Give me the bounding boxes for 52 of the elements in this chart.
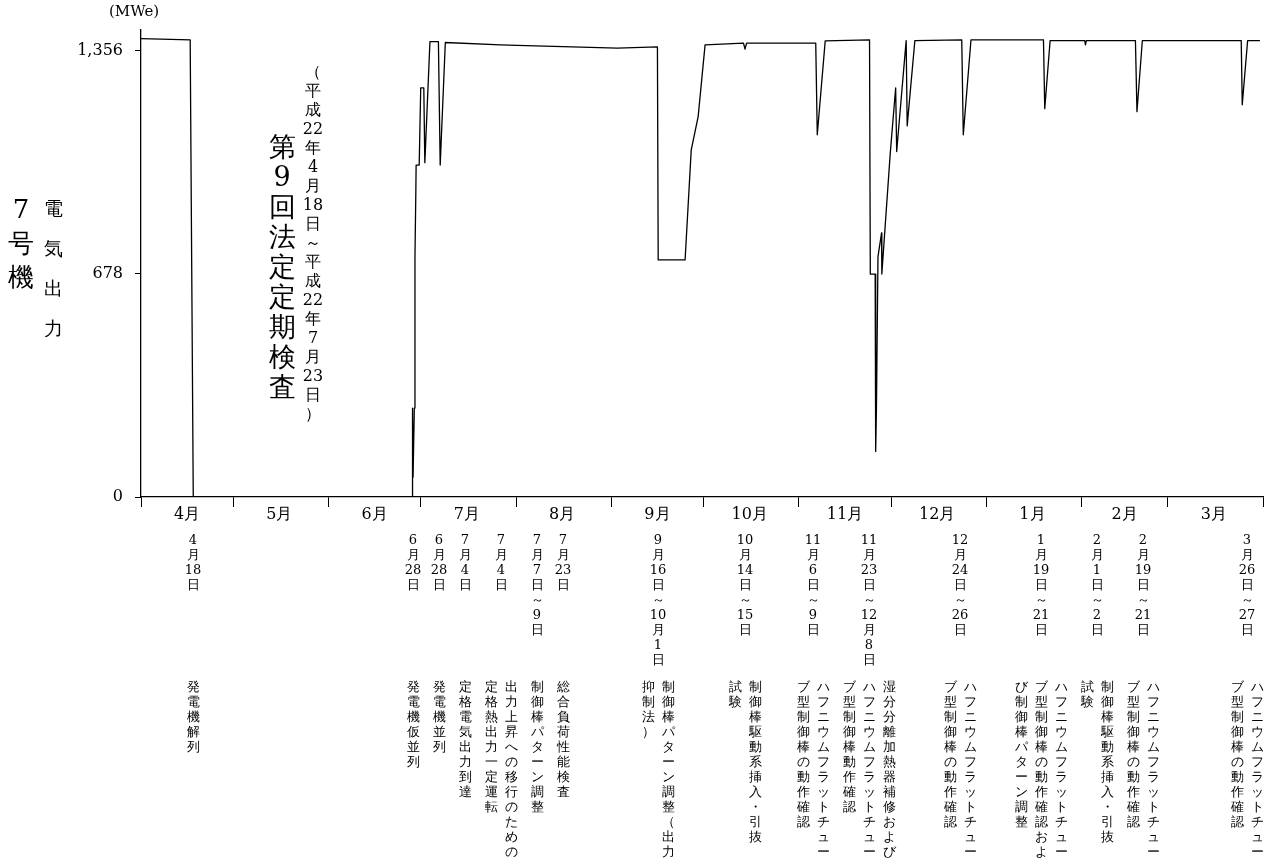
- text: 7月23日: [554, 532, 572, 594]
- x-tick-label: 4月: [174, 503, 201, 523]
- text: 9月16日～10月1日: [649, 532, 667, 667]
- text: 4月18日: [184, 532, 202, 594]
- x-tick-label: 9月: [644, 503, 671, 523]
- x-tick-label: 5月: [266, 503, 293, 523]
- text: 12月24日～26日: [951, 532, 969, 639]
- x-tick-label: 7月: [453, 503, 480, 523]
- y-axis-title: 電気出力: [42, 196, 64, 341]
- text: 7月7日～9日: [529, 532, 545, 639]
- text: 7月4日: [457, 532, 473, 594]
- text: 7号機: [7, 193, 35, 294]
- x-tick-label: 2月: [1111, 503, 1138, 523]
- text: 定格電気出力到達: [457, 679, 473, 801]
- text: 6月28日: [430, 532, 448, 594]
- text: ハフニウムフラットチューブ型制御棒の動作確認: [796, 679, 830, 859]
- text: ハフニウムフラットチューブ型制御棒の動作確認および制御棒パターン調整: [1014, 679, 1068, 859]
- text: ハフニウムフラットチューブ型制御棒の動作確認: [1126, 679, 1160, 859]
- x-tick-label: 3月: [1200, 503, 1227, 523]
- x-tick-label: 8月: [549, 503, 576, 523]
- text: ハフニウムフラットチューブ型制御棒の動作確認: [943, 679, 977, 859]
- text: 制御棒駆動系挿入・引抜試験: [728, 679, 762, 844]
- text: 3月26日～27日: [1238, 532, 1256, 639]
- text: 制御棒駆動系挿入・引抜試験: [1080, 679, 1114, 844]
- text: 制御棒パターン調整: [530, 679, 544, 814]
- y-tick-label: 678: [92, 262, 123, 282]
- x-tick-label: 10月: [731, 503, 768, 523]
- text: 11月6日～9日: [804, 532, 822, 639]
- y-tick-label: 0: [112, 486, 123, 506]
- text: 出力上昇への移行のための定格熱出力一定運転: [484, 679, 518, 859]
- x-tick-label: 6月: [361, 503, 388, 523]
- text: 発電機並列: [431, 679, 447, 756]
- text: 発電機仮並列: [405, 679, 421, 771]
- text: 10月14日～15日: [736, 532, 754, 639]
- text: 11月23日～12月8日: [860, 532, 878, 667]
- x-tick-label: 12月: [918, 503, 956, 523]
- text: ハフニウムフラットチューブ型制御棒の動作確認: [1230, 679, 1264, 859]
- text: 7月4日: [493, 532, 509, 594]
- text: (MWe): [109, 2, 160, 20]
- text: 発電機解列: [185, 679, 201, 756]
- text: 6月28日: [404, 532, 422, 594]
- x-tick-label: 1月: [1019, 503, 1046, 523]
- x-tick-label: 11月: [826, 503, 864, 523]
- text: 第9回法定定期検査: [268, 131, 296, 402]
- text: 2月19日～21日: [1134, 532, 1152, 639]
- text: （平成22年4月18日～平成22年7月23日）: [302, 62, 324, 423]
- text: 2月1日～2日: [1089, 532, 1105, 639]
- text: 湿分分離加熱器補修およびハフニウムフラットチューブ型制御棒動作確認: [842, 679, 896, 859]
- text: 1月19日～21日: [1032, 532, 1050, 639]
- text: 総合負荷性能検査: [555, 679, 571, 801]
- text: 制御棒パターン調整（出力抑制法）: [641, 679, 675, 859]
- y-tick-label: 1,356: [77, 39, 123, 59]
